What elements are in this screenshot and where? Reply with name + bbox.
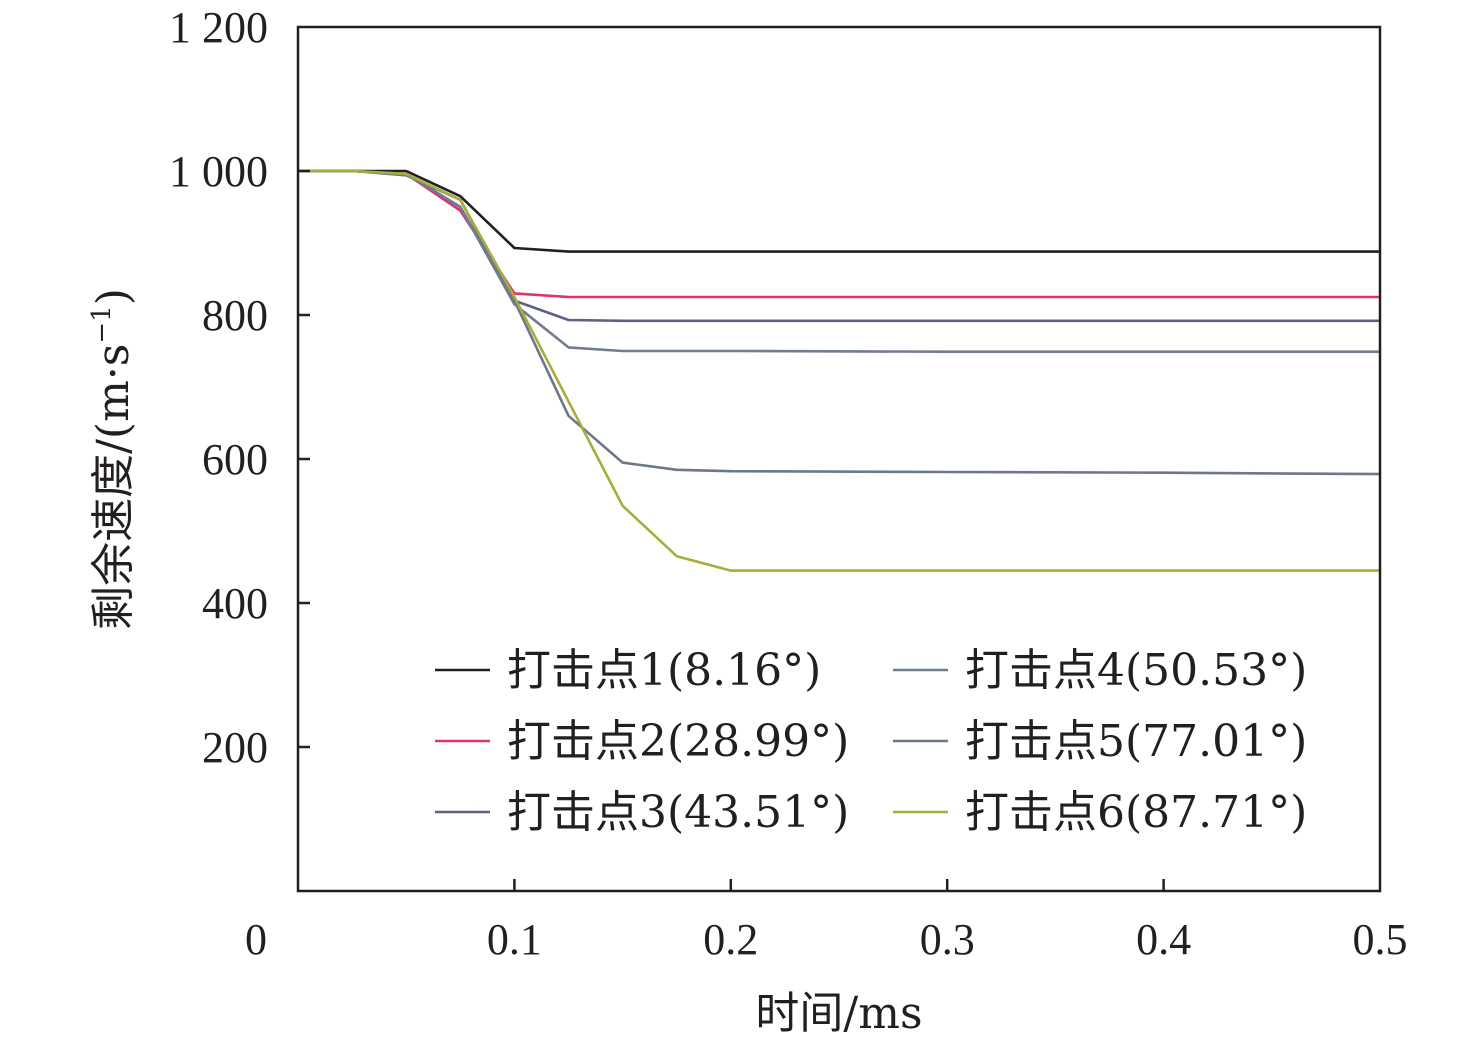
x-tick-label: 0 [245,915,267,964]
y-tick-label: 400 [202,579,268,628]
legend-label-2: 打击点2(28.99°) [507,716,849,767]
x-tick-label: 0.4 [1136,915,1191,964]
y-tick-label: 600 [202,435,268,484]
x-tick-label: 0.1 [487,915,542,964]
legend-label-4: 打击点4(50.53°) [965,645,1307,696]
series-line-6 [298,169,1380,572]
legend: 打击点1(8.16°) 打击点2(28.99°) 打击点3(43.51°) 打击点4(… [435,645,1307,838]
y-tick-label: 800 [202,291,268,340]
x-axis-label: 时间/ms [755,988,922,1039]
legend-label-3: 打击点3(43.51°) [507,787,849,838]
series-layer [298,169,1381,572]
series-line-1 [298,169,1380,253]
legend-label-5: 打击点5(77.01°) [965,716,1307,767]
legend-label-6: 打击点6(87.71°) [965,787,1307,838]
y-axis-label: 剩余速度/(m·s−1) [87,288,139,630]
series-line-4 [298,169,1380,354]
y-tick-label: 1 000 [169,147,268,196]
series-line-5 [298,169,1381,476]
y-axis-label-superscript: −1 [87,305,117,343]
series-line-3 [298,169,1380,323]
x-tick-label: 0.2 [703,915,758,964]
x-tick-label: 0.5 [1353,915,1408,964]
y-tick-label: 1 200 [169,3,268,52]
y-axis-label-main: 剩余速度/(m·s [88,344,139,630]
y-axis-label-close: ) [88,288,139,305]
legend-label-1: 打击点1(8.16°) [507,645,821,696]
ticks-layer: 0 0.1 0.2 0.3 0.4 0.5 200 400 600 800 1 000 1 200 [169,3,1408,964]
series-line-2 [298,169,1380,299]
y-tick-label: 200 [202,723,268,772]
x-tick-label: 0.3 [920,915,975,964]
